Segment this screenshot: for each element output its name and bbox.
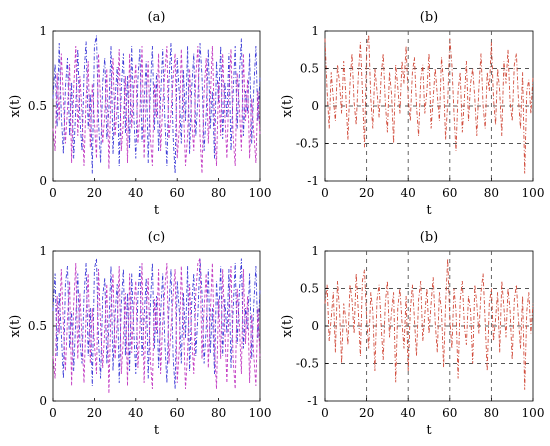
x-tick-label: 0 (49, 406, 57, 420)
x-tick-label: 40 (128, 186, 143, 200)
panel-title: (a) (148, 10, 166, 25)
y-tick-label: 1 (311, 24, 319, 38)
y-tick-label: -1 (307, 174, 319, 188)
y-tick-label: 0.5 (300, 62, 319, 76)
x-tick-label: 80 (484, 186, 499, 200)
x-tick-label: 0 (321, 406, 329, 420)
x-tick-label: 20 (87, 406, 102, 420)
x-tick-label: 20 (359, 406, 374, 420)
y-axis-label: x(t) (280, 95, 295, 118)
y-axis-label: x(t) (280, 315, 295, 338)
panel-title: (c) (148, 230, 165, 245)
y-tick-label: -0.5 (296, 137, 319, 151)
x-tick-label: 40 (128, 406, 143, 420)
x-tick-label: 100 (522, 186, 545, 200)
panel-title: (b) (420, 10, 438, 25)
x-tick-label: 60 (442, 186, 457, 200)
x-tick-label: 60 (170, 406, 185, 420)
series-line-1 (52, 258, 261, 390)
x-axis-label: t (426, 203, 432, 218)
series-line-2 (52, 258, 261, 394)
y-tick-label: 0 (39, 174, 47, 188)
y-tick-label: 1 (311, 244, 319, 258)
y-tick-label: 0 (311, 99, 319, 113)
y-tick-label: -0.5 (296, 357, 319, 371)
panel-title: (b) (420, 230, 438, 245)
x-tick-label: 20 (87, 186, 102, 200)
y-tick-label: -1 (307, 394, 319, 408)
chart-panel-3: 0 20 40 60 80 100 0 0.5 1 (c) t x(t) (8, 230, 271, 438)
y-tick-label: 1 (39, 244, 47, 258)
y-tick-label: 0.5 (28, 99, 47, 113)
series-line-1 (324, 34, 534, 174)
x-tick-label: 80 (211, 406, 226, 420)
x-axis-label: t (154, 203, 160, 218)
x-tick-label: 100 (249, 406, 272, 420)
x-tick-label: 60 (442, 406, 457, 420)
x-tick-label: 0 (49, 186, 57, 200)
x-tick-label: 40 (401, 186, 416, 200)
y-axis-label: x(t) (8, 315, 23, 338)
chart-panel-2: 0 20 40 60 80 100 -1 -0.5 0 0.5 1 (b) t x(t) (280, 10, 544, 218)
x-tick-label: 100 (249, 186, 272, 200)
x-axis-label: t (154, 423, 160, 438)
x-tick-label: 0 (321, 186, 329, 200)
y-tick-label: 0 (311, 319, 319, 333)
y-tick-label: 0.5 (300, 282, 319, 296)
series-line-1 (324, 258, 534, 390)
series-line-1 (52, 35, 261, 174)
y-tick-label: 1 (39, 24, 47, 38)
chart-panel-1: 0 20 40 60 80 100 0 0.5 1 (a) t x(t) (8, 10, 271, 218)
y-tick-label: 0.5 (28, 319, 47, 333)
x-tick-label: 60 (170, 186, 185, 200)
chart-panel-4: 0 20 40 60 80 100 -1 -0.5 0 0.5 1 (b) t x(t) (280, 230, 544, 438)
y-axis-label: x(t) (8, 95, 23, 118)
x-tick-label: 80 (484, 406, 499, 420)
x-axis-label: t (426, 423, 432, 438)
x-tick-label: 100 (522, 406, 545, 420)
x-tick-label: 40 (401, 406, 416, 420)
y-tick-label: 0 (39, 394, 47, 408)
x-tick-label: 80 (211, 186, 226, 200)
x-tick-label: 20 (359, 186, 374, 200)
